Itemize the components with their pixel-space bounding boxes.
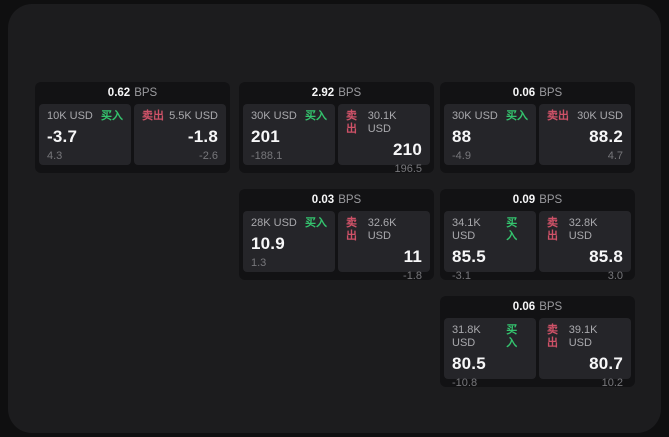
sell-amount: 5.5K USD	[169, 110, 218, 122]
tiles-row: 10K USD 买入 -3.7 4.3 卖出 5.5K USD -1.8 -2.…	[35, 104, 230, 169]
buy-side-label: 买入	[305, 110, 327, 122]
sell-price: 11	[403, 247, 422, 266]
quote-card-6: 0.06 BPS 31.8K USD 买入 80.5 -10.8 卖出 39.1…	[440, 296, 635, 389]
buy-price: 80.5	[452, 354, 486, 373]
quotes-panel: 0.62 BPS 10K USD 买入 -3.7 4.3 卖出 5.5K USD	[8, 4, 661, 433]
tiles-row: 28K USD 买入 10.9 1.3 卖出 32.6K USD 11 -1.8	[239, 211, 434, 282]
sell-side-label: 卖出	[346, 217, 357, 242]
bps-header: 0.06 BPS	[440, 296, 635, 318]
sell-sub-value: -2.6	[199, 150, 218, 162]
sell-tile[interactable]: 卖出 30.1K USD 210 196.5	[338, 104, 430, 175]
sell-side-label: 卖出	[346, 110, 357, 135]
sell-amount: 32.8K USD	[568, 217, 598, 242]
buy-price: 10.9	[251, 234, 285, 253]
sell-tile[interactable]: 卖出 30K USD 88.2 4.7	[539, 104, 631, 165]
buy-sub-value: -4.9	[452, 150, 471, 162]
sell-sub-value: 196.5	[394, 163, 422, 175]
sell-amount: 39.1K USD	[568, 324, 598, 349]
sell-sub-value: 10.2	[601, 377, 623, 389]
bps-value: 0.62	[107, 87, 131, 99]
bps-unit-label: BPS	[539, 87, 563, 99]
sell-side-label: 卖出	[547, 110, 569, 122]
buy-amount: 30K USD	[251, 110, 297, 122]
quote-card-1: 0.62 BPS 10K USD 买入 -3.7 4.3 卖出 5.5K USD	[35, 82, 230, 173]
sell-amount: 32.6K USD	[367, 217, 397, 242]
sell-amount: 30K USD	[577, 110, 623, 122]
buy-sub-value: 1.3	[251, 257, 267, 269]
bps-unit-label: BPS	[338, 87, 362, 99]
bps-header: 0.09 BPS	[440, 189, 635, 211]
bps-unit-label: BPS	[539, 301, 563, 313]
sell-price: 80.7	[589, 354, 623, 373]
buy-tile[interactable]: 31.8K USD 买入 80.5 -10.8	[444, 318, 536, 389]
buy-sub-value: -188.1	[251, 150, 283, 162]
quote-card-2: 2.92 BPS 30K USD 买入 201 -188.1 卖出 30.1K …	[239, 82, 434, 175]
buy-price: -3.7	[47, 127, 78, 146]
bps-header: 0.06 BPS	[440, 82, 635, 104]
buy-side-label: 买入	[506, 217, 518, 242]
tiles-row: 30K USD 买入 88 -4.9 卖出 30K USD 88.2 4.7	[440, 104, 635, 169]
sell-sub-value: 3.0	[607, 270, 623, 282]
tiles-row: 31.8K USD 买入 80.5 -10.8 卖出 39.1K USD 80.…	[440, 318, 635, 389]
tiles-row: 34.1K USD 买入 85.5 -3.1 卖出 32.8K USD 85.8…	[440, 211, 635, 282]
bps-unit-label: BPS	[338, 194, 362, 206]
buy-price: 88	[452, 127, 472, 146]
buy-tile[interactable]: 34.1K USD 买入 85.5 -3.1	[444, 211, 536, 282]
bps-value: 2.92	[311, 87, 335, 99]
sell-side-label: 卖出	[142, 110, 164, 122]
bps-value: 0.06	[512, 87, 536, 99]
buy-amount: 31.8K USD	[452, 324, 481, 349]
sell-tile[interactable]: 卖出 32.6K USD 11 -1.8	[338, 211, 430, 282]
buy-sub-value: -10.8	[452, 377, 478, 389]
bps-value: 0.09	[512, 194, 536, 206]
buy-amount: 30K USD	[452, 110, 498, 122]
buy-amount: 28K USD	[251, 217, 297, 229]
buy-side-label: 买入	[305, 217, 327, 229]
buy-price: 85.5	[452, 247, 486, 266]
buy-tile[interactable]: 30K USD 买入 88 -4.9	[444, 104, 536, 165]
sell-amount: 30.1K USD	[367, 110, 397, 135]
buy-tile[interactable]: 10K USD 买入 -3.7 4.3	[39, 104, 131, 165]
buy-sub-value: 4.3	[47, 150, 63, 162]
bps-header: 0.03 BPS	[239, 189, 434, 211]
sell-tile[interactable]: 卖出 5.5K USD -1.8 -2.6	[134, 104, 226, 165]
quote-card-5: 0.09 BPS 34.1K USD 买入 85.5 -3.1 卖出 32.8K…	[440, 189, 635, 282]
bps-value: 0.03	[311, 194, 335, 206]
quote-card-4: 0.03 BPS 28K USD 买入 10.9 1.3 卖出 32.6K US…	[239, 189, 434, 282]
buy-amount: 34.1K USD	[452, 217, 481, 242]
bps-header: 0.62 BPS	[35, 82, 230, 104]
sell-price: 85.8	[589, 247, 623, 266]
quote-card-3: 0.06 BPS 30K USD 买入 88 -4.9 卖出 30K USD	[440, 82, 635, 173]
buy-sub-value: -3.1	[452, 270, 471, 282]
sell-tile[interactable]: 卖出 32.8K USD 85.8 3.0	[539, 211, 631, 282]
buy-amount: 10K USD	[47, 110, 93, 122]
bps-unit-label: BPS	[134, 87, 158, 99]
bps-unit-label: BPS	[539, 194, 563, 206]
sell-price: 88.2	[589, 127, 623, 146]
sell-side-label: 卖出	[547, 324, 558, 349]
sell-sub-value: -1.8	[403, 270, 422, 282]
bps-header: 2.92 BPS	[239, 82, 434, 104]
buy-tile[interactable]: 30K USD 买入 201 -188.1	[243, 104, 335, 165]
tiles-row: 30K USD 买入 201 -188.1 卖出 30.1K USD 210 1…	[239, 104, 434, 175]
sell-sub-value: 4.7	[607, 150, 623, 162]
buy-price: 201	[251, 127, 280, 146]
sell-price: -1.8	[187, 127, 218, 146]
buy-tile[interactable]: 28K USD 买入 10.9 1.3	[243, 211, 335, 272]
sell-side-label: 卖出	[547, 217, 558, 242]
bps-value: 0.06	[512, 301, 536, 313]
buy-side-label: 买入	[101, 110, 123, 122]
sell-price: 210	[393, 140, 422, 159]
buy-side-label: 买入	[506, 110, 528, 122]
buy-side-label: 买入	[506, 324, 518, 349]
sell-tile[interactable]: 卖出 39.1K USD 80.7 10.2	[539, 318, 631, 389]
